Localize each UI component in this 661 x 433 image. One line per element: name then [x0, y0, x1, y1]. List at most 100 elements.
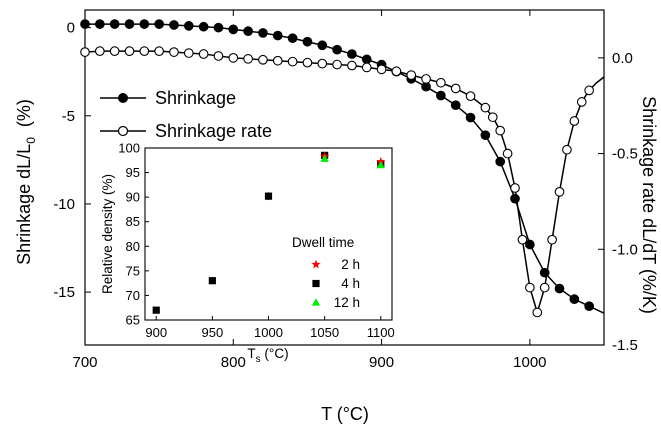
inset-y-tick-label: 75	[126, 263, 140, 278]
main-axis-ticks: 700 800 900 1000 0 -5 -10 -15 0.0 -0.5 -1.0 -1.5	[53, 10, 638, 371]
inset-legend-title: Dwell time	[292, 235, 354, 250]
inset-y-tick-label: 80	[126, 239, 140, 254]
shrinkage-rate-point	[539, 282, 550, 293]
shrinkage-point	[169, 20, 179, 30]
inset-legend: 2 h 4 h 12 h	[311, 257, 360, 310]
shrinkage-point	[436, 90, 446, 101]
shrinkage-rate-point	[487, 112, 498, 123]
shrinkage-rate-point	[562, 144, 572, 155]
legend-rate-marker	[117, 125, 129, 137]
shrinkage-rate-point	[576, 97, 587, 107]
main-legend: Shrinkage Shrinkage rate	[100, 88, 272, 141]
shrinkage-point	[109, 19, 120, 29]
shrinkage-point	[94, 19, 105, 29]
x-axis-title: T (°C)	[321, 404, 369, 424]
inset-legend-marker-star	[311, 259, 321, 269]
shrinkage-point	[525, 239, 535, 250]
legend-rate-label: Shrinkage rate	[155, 121, 272, 141]
y-tick-label: -10	[53, 196, 75, 213]
inset-series	[152, 151, 386, 314]
inset-legend-label: 4 h	[341, 276, 360, 291]
y2-tick-label: -1.0	[612, 241, 638, 258]
shrinkage-rate-point	[502, 148, 513, 159]
inset-point-square	[208, 277, 216, 285]
inset-y-tick-label: 85	[126, 214, 140, 229]
shrinkage-point	[213, 22, 224, 33]
shrinkage-rate-point	[258, 54, 268, 65]
inset-y-tick-label: 65	[126, 313, 140, 328]
shrinkage-rate-point	[376, 64, 387, 75]
inset-x-axis-title: Ts (°C)	[247, 346, 288, 365]
shrinkage-rate-point	[495, 125, 506, 136]
shrinkage-rate-point	[169, 47, 179, 57]
shrinkage-point	[465, 112, 476, 123]
shrinkage-rate-point	[406, 70, 417, 80]
shrinkage-rate-point	[450, 83, 461, 94]
y-tick-label: -5	[62, 108, 75, 125]
inset-x-tick-label: 1050	[310, 325, 339, 340]
y2-tick-label: -0.5	[612, 146, 638, 163]
shrinkage-rate-point	[436, 77, 446, 88]
shrinkage-rate-point	[183, 48, 194, 58]
shrinkage-rate-point	[584, 85, 595, 96]
main-plot-frame	[84, 9, 605, 346]
inset-point-square	[264, 192, 273, 200]
shrinkage-point	[272, 30, 283, 41]
shrinkage-point	[124, 19, 135, 29]
shrinkage-point	[139, 19, 150, 29]
y-tick-label: 0	[67, 20, 75, 37]
shrinkage-rate-point	[510, 183, 520, 193]
shrinkage-point	[302, 36, 313, 47]
y-axis-title-main: Shrinkage dL/L	[14, 144, 34, 265]
shrinkage-point	[258, 28, 268, 38]
shrinkage-point	[243, 26, 253, 37]
inset-y-tick-label: 95	[126, 165, 140, 180]
inset-y-tick-label: 70	[126, 288, 140, 303]
shrinkage-rate-point	[109, 46, 120, 57]
inset-x-title-subscript: s	[256, 354, 261, 365]
y-axis-title-subscript: 0	[24, 137, 38, 144]
shrinkage-rate-point	[391, 66, 402, 77]
shrinkage-point	[569, 294, 580, 305]
shrinkage-rate-point	[465, 91, 476, 101]
inset-y-tick-label: 100	[118, 141, 140, 156]
shrinkage-point	[198, 21, 209, 32]
shrinkage-rate-point	[228, 53, 239, 63]
shrinkage-point	[361, 54, 372, 65]
shrinkage-point	[450, 100, 461, 111]
shrinkage-point	[80, 19, 90, 29]
shrinkage-rate-point	[317, 58, 328, 69]
inset-x-title-unit: (°C)	[261, 346, 289, 361]
shrinkage-point	[228, 24, 239, 35]
y2-axis-title: Shrinkage rate dL/dT (%/K)	[639, 96, 659, 314]
y-tick-label: -15	[53, 284, 75, 301]
shrinkage-rate-point	[532, 307, 543, 318]
inset-x-tick-label: 900	[145, 325, 167, 340]
shrinkage-rate-point	[547, 234, 557, 245]
shrinkage-point	[584, 301, 595, 312]
shrinkage-rate-point	[139, 46, 150, 57]
shrinkage-rate-point	[302, 57, 313, 68]
shrinkage-point	[510, 193, 520, 204]
y-axis-title: Shrinkage dL/L0 (%)	[14, 99, 38, 265]
inset-legend-marker-triangle	[311, 298, 321, 306]
y2-tick-label: 0.0	[612, 50, 633, 67]
inset-x-tick-label: 1100	[367, 325, 395, 340]
inset-point-square	[152, 306, 160, 314]
shrinkage-rate-point	[525, 282, 535, 293]
inset-chart: 900 950 1000 1050 1100 65 70 75 80 85 90 95 100 Ts (…	[100, 141, 395, 366]
shrinkage-point	[332, 44, 342, 55]
x-tick-label: 800	[221, 354, 246, 371]
shrinkage-rate-point	[198, 49, 209, 59]
shrinkage-rate-point	[272, 55, 283, 66]
legend-shrinkage-marker	[118, 93, 128, 103]
shrinkage-point	[347, 49, 357, 59]
shrinkage-point	[317, 40, 328, 51]
inset-y-tick-label: 90	[126, 190, 140, 205]
shrinkage-rate-point	[94, 46, 105, 57]
shrinkage-rate-point	[517, 234, 528, 245]
shrinkage-point	[480, 130, 491, 141]
x-tick-label: 900	[369, 354, 394, 371]
shrinkage-rate-point	[554, 187, 565, 197]
